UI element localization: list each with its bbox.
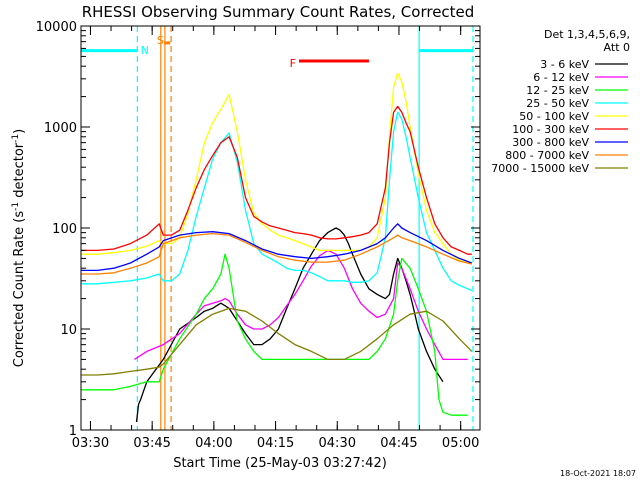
- legend-header-line1: Det 1,3,4,5,6,9,: [544, 28, 630, 41]
- legend-label-5: 100 - 300 keV: [512, 123, 589, 136]
- series-line-4: [81, 72, 472, 265]
- annotation-N: N: [141, 44, 149, 57]
- series-line-2: [81, 253, 468, 416]
- series-line-5: [81, 105, 472, 255]
- y-axis-label-sup1: -1: [11, 202, 21, 211]
- y-axis-label-sup2: -1: [11, 134, 21, 143]
- series-line-0: [135, 227, 444, 423]
- series-line-8: [81, 307, 473, 376]
- x-tick-label: 04:00: [195, 436, 232, 451]
- y-axis-label-mid: detector: [12, 142, 27, 202]
- x-tick-label: 05:00: [442, 436, 479, 451]
- y-axis-label: Corrected Count Rate (s-1 detector-1): [11, 129, 27, 367]
- legend-label-4: 50 - 100 keV: [519, 110, 589, 123]
- y-tick-label: 100: [52, 222, 77, 237]
- legend-label-2: 12 - 25 keV: [526, 84, 589, 97]
- y-axis-label-end: ): [12, 129, 27, 134]
- legend-label-1: 6 - 12 keV: [533, 71, 589, 84]
- y-tick-label: 1000: [44, 121, 77, 136]
- legend-header-line2: Att 0: [604, 41, 630, 54]
- x-tick-label: 03:45: [133, 436, 170, 451]
- series-line-6: [81, 223, 473, 272]
- legend-label-6: 300 - 800 keV: [512, 136, 589, 149]
- legend-label-3: 25 - 50 keV: [526, 97, 589, 110]
- x-axis-label: Start Time (25-May-03 03:27:42): [173, 456, 387, 471]
- y-tick-label: 10: [60, 323, 77, 338]
- annotation-F: F: [290, 57, 296, 70]
- x-tick-label: 03:30: [72, 436, 109, 451]
- y-axis-label-main: Corrected Count Rate (s: [12, 211, 27, 368]
- legend-label-0: 3 - 6 keV: [540, 58, 589, 71]
- timestamp: 18-Oct-2021 18:07: [560, 469, 636, 478]
- series-line-7: [81, 232, 472, 275]
- legend-label-8: 7000 - 15000 keV: [491, 162, 589, 175]
- series-line-3: [81, 111, 473, 292]
- x-tick-label: 04:15: [257, 436, 294, 451]
- x-tick-label: 04:30: [319, 436, 356, 451]
- annotation-S: S: [157, 34, 164, 47]
- chart-title: RHESSI Observing Summary Count Rates, Co…: [82, 3, 475, 21]
- series-line-1: [134, 249, 468, 361]
- x-tick-label: 04:45: [380, 436, 417, 451]
- y-tick-label: 10000: [36, 20, 77, 35]
- y-tick-label: 1: [69, 424, 77, 439]
- legend-label-7: 800 - 7000 keV: [505, 149, 589, 162]
